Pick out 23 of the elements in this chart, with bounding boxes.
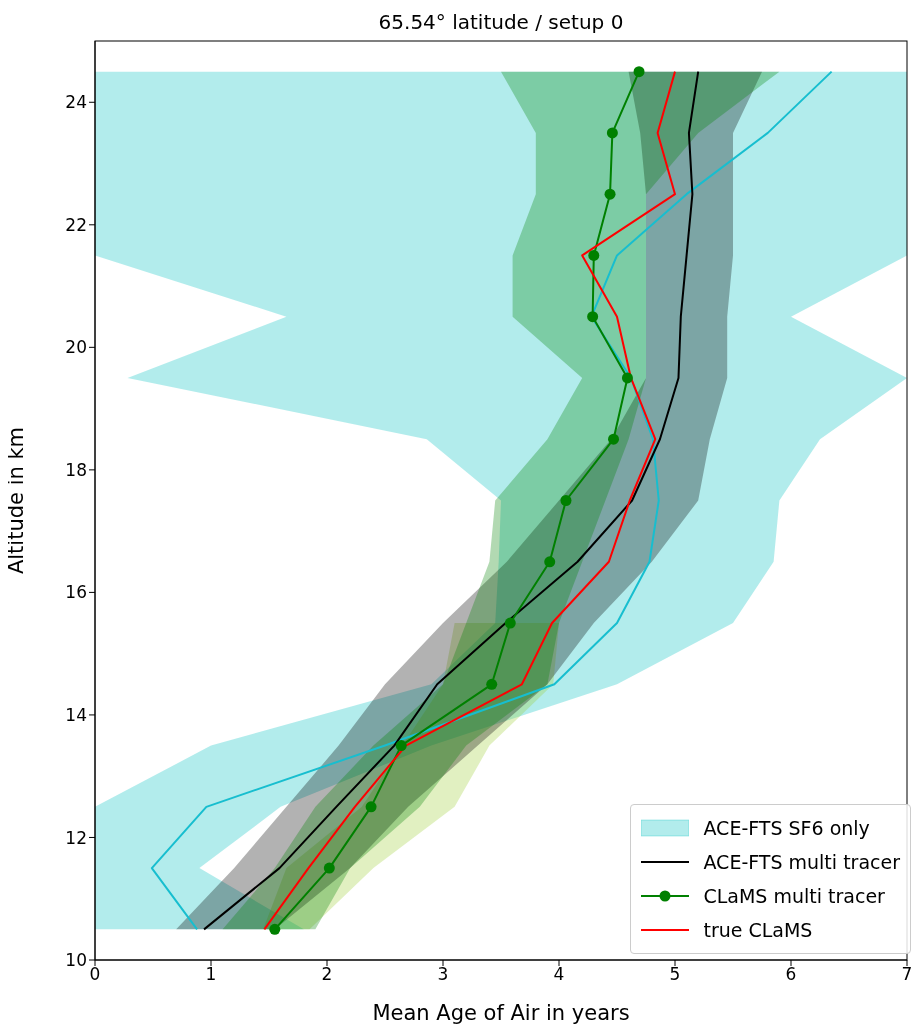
x-tick-label: 3	[437, 964, 449, 985]
legend-label: CLaMS multi tracer	[703, 885, 885, 907]
y-tick-label: 18	[65, 459, 87, 480]
y-tick-label: 24	[65, 92, 87, 113]
legend-label: ACE-FTS multi tracer	[703, 851, 900, 873]
y-tick-label: 12	[65, 827, 87, 848]
legend-label: ACE-FTS SF6 only	[703, 817, 870, 839]
x-tick-label: 2	[321, 964, 333, 985]
y-tick-label: 16	[65, 582, 87, 603]
x-tick-label: 1	[205, 964, 217, 985]
y-axis-title: Altitude in km	[4, 426, 29, 575]
y-tick-label: 22	[65, 214, 87, 235]
x-axis-title: Mean Age of Air in years	[372, 1001, 630, 1025]
x-tick-label: 4	[553, 964, 565, 985]
x-tick-label: 7	[901, 964, 913, 985]
y-tick-label: 14	[65, 704, 87, 725]
x-tick-label: 0	[89, 964, 101, 985]
x-tick-label: 5	[669, 964, 681, 985]
legend-label: true CLaMS	[703, 919, 813, 941]
x-tick-label: 6	[785, 964, 797, 985]
y-tick-label: 10	[65, 950, 87, 971]
chart-title: 65.54° latitude / setup 0	[377, 9, 625, 36]
y-tick-label: 20	[65, 337, 87, 358]
